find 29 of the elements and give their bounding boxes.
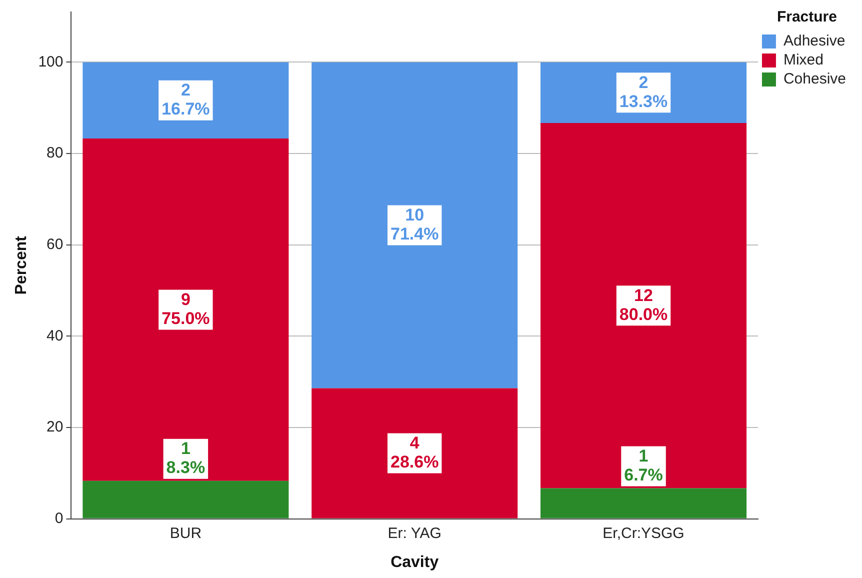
y-tick-label: 100 — [38, 53, 64, 70]
data-label: 1 6.7% — [624, 446, 663, 484]
bar — [540, 488, 747, 518]
data-label: 12 80.0% — [619, 286, 668, 324]
y-axis-title: Percent — [13, 235, 30, 295]
data-label: 10 71.4% — [390, 205, 439, 244]
data-label: 2 13.3% — [619, 72, 668, 111]
bar — [82, 480, 289, 518]
y-tick-label: 20 — [46, 418, 64, 436]
x-tick-label: BUR — [170, 524, 202, 542]
data-label: 2 16.7% — [162, 80, 210, 119]
bar — [540, 122, 747, 488]
legend-label: Cohesive — [783, 70, 846, 88]
x-tick-label: Er: YAG — [388, 524, 442, 542]
bar — [312, 62, 518, 388]
legend-title: Fracture — [776, 8, 837, 26]
legend-label: Mixed — [783, 52, 824, 69]
x-axis-title: Cavity — [390, 554, 439, 571]
bar — [82, 138, 289, 481]
legend-label: Adhesive — [783, 32, 846, 50]
x-tick-label: Er,Cr:YSGG — [602, 524, 684, 542]
data-label: 1 8.3% — [166, 439, 206, 478]
data-label: 9 75.0% — [162, 290, 210, 328]
data-label: 4 28.6% — [390, 433, 439, 472]
y-tick-label: 0 — [54, 510, 64, 527]
y-tick-label: 80 — [46, 144, 64, 162]
y-tick-label: 60 — [46, 236, 64, 253]
y-tick-label: 40 — [46, 327, 64, 344]
bar — [312, 388, 518, 518]
